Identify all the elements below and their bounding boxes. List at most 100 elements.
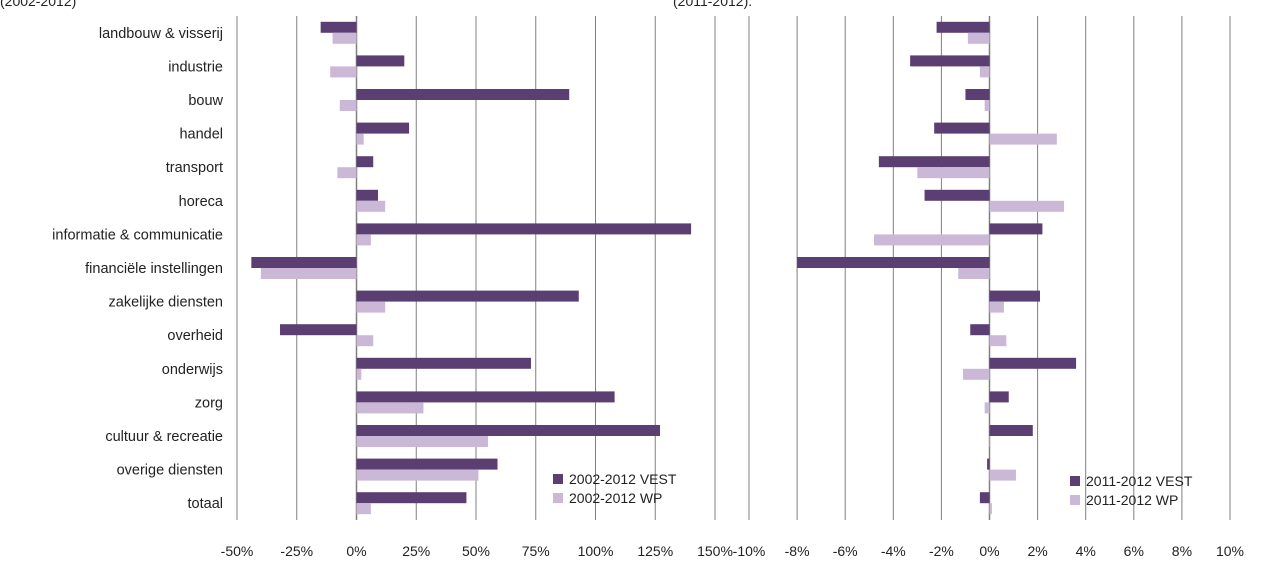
right-bar-vest (924, 189, 990, 201)
left-bar-vest (356, 55, 405, 67)
right-bar-wp (989, 503, 992, 515)
left-tick-label: 50% (462, 543, 490, 559)
right-tick-label: -6% (833, 543, 858, 559)
category-label: onderwijs (162, 362, 223, 378)
left-bar-vest (356, 492, 467, 504)
right-bar-wp (989, 133, 1057, 145)
left-bar-wp (260, 268, 357, 279)
category-label: overheid (167, 328, 223, 344)
left-tick-label: -25% (280, 543, 313, 559)
right-tick-label: 8% (1172, 543, 1192, 559)
right-bar-vest (965, 89, 990, 100)
left-bar-vest (356, 156, 374, 168)
left-bar-wp (356, 469, 479, 481)
right-bar-vest (970, 324, 990, 336)
right-bar-wp (874, 234, 990, 246)
right-bar-wp (984, 402, 990, 414)
right-bar-wp (967, 32, 990, 44)
left-bar-wp (356, 402, 424, 414)
right-legend-swatch (1070, 495, 1080, 505)
left-caption-fragment: (2002-2012) (0, 0, 76, 9)
category-label: overige diensten (117, 463, 223, 479)
right-bar-wp (989, 200, 1065, 212)
category-label: bouw (188, 93, 223, 109)
left-tick-label: 150% (697, 543, 733, 559)
right-bar-vest (989, 391, 1009, 403)
right-bar-wp (963, 368, 990, 380)
left-tick-label: 75% (522, 543, 550, 559)
right-bar-vest (936, 21, 990, 33)
left-tick-label: -50% (221, 543, 254, 559)
right-bar-vest (987, 458, 990, 470)
right-bar-wp (989, 301, 1004, 313)
left-bar-vest (356, 425, 661, 436)
left-bar-wp (356, 133, 364, 145)
left-bar-vest (356, 89, 570, 100)
right-bar-vest (989, 425, 1033, 436)
left-bar-vest (356, 223, 692, 235)
right-bar-vest (878, 156, 990, 168)
left-bar-vest (251, 257, 357, 268)
right-chart: -10% -8% -6% -4% -2% 0% 2% 4% 6% 8% 10% 2011-2012 V… (733, 16, 1244, 559)
left-chart: -50% -25% 0% 25% 50% 75% 100% 125% 150% landbouw … (52, 16, 733, 559)
right-legend-label: 2011-2012 VEST (1086, 473, 1193, 489)
left-bar-vest (356, 122, 410, 134)
right-tick-label: 0% (979, 543, 999, 559)
category-label: handel (179, 127, 223, 143)
left-tick-label: 100% (578, 543, 614, 559)
left-bar-vest (356, 290, 579, 302)
right-bar-wp (979, 66, 990, 78)
right-legend: 2011-2012 VEST 2011-2012 WP (1070, 473, 1193, 508)
left-tick-label: 125% (637, 543, 673, 559)
right-caption-fragment: (2011-2012). (673, 0, 752, 9)
right-bar-vest (979, 492, 990, 504)
left-bar-wp (356, 335, 374, 347)
left-bar-vest (356, 189, 379, 201)
category-label: informatie & communicatie (52, 227, 223, 243)
left-bar-wp (356, 234, 371, 246)
left-legend-label: 2002-2012 WP (569, 490, 662, 506)
left-bar-vest (280, 324, 357, 336)
right-bar-vest (934, 122, 990, 134)
right-tick-label: 2% (1027, 543, 1047, 559)
right-bar-wp (989, 469, 1016, 481)
right-bar-vest (989, 290, 1041, 302)
category-label: cultuur & recreatie (105, 429, 223, 445)
left-bar-vest (356, 391, 615, 403)
category-label: totaal (188, 496, 223, 512)
category-label: zakelijke diensten (109, 295, 223, 311)
right-tick-label: 6% (1124, 543, 1144, 559)
right-tick-label: -8% (785, 543, 810, 559)
category-label: zorg (195, 395, 223, 411)
left-legend: 2002-2012 VEST 2002-2012 WP (553, 471, 677, 506)
category-label: industrie (168, 59, 223, 75)
right-bar-wp (989, 335, 1007, 347)
right-tick-label: -2% (929, 543, 954, 559)
right-bar-vest (797, 257, 990, 268)
right-bar-wp (984, 100, 990, 111)
right-bar-wp (989, 436, 991, 447)
left-bar-wp (356, 503, 371, 515)
right-legend-label: 2011-2012 WP (1086, 492, 1178, 508)
left-bar-wp (356, 368, 362, 380)
left-bar-vest (320, 21, 357, 33)
left-tick-label: 0% (346, 543, 366, 559)
category-label: landbouw & visserij (99, 26, 223, 42)
right-bar-wp (958, 268, 990, 279)
right-tick-label: -4% (881, 543, 906, 559)
left-bar-wp (337, 167, 357, 179)
category-label: horeca (179, 194, 224, 210)
right-tick-label: 10% (1216, 543, 1244, 559)
left-bar-vest (356, 357, 531, 369)
left-tick-label: 25% (402, 543, 430, 559)
left-legend-swatch (553, 493, 563, 503)
right-bar-vest (910, 55, 990, 67)
left-bar-wp (356, 436, 488, 447)
left-bar-wp (330, 66, 357, 78)
left-bar-wp (339, 100, 357, 111)
right-tick-label: 4% (1076, 543, 1096, 559)
right-bar-vest (989, 223, 1043, 235)
right-tick-label: -10% (733, 543, 766, 559)
category-label: financiële instellingen (85, 261, 223, 277)
